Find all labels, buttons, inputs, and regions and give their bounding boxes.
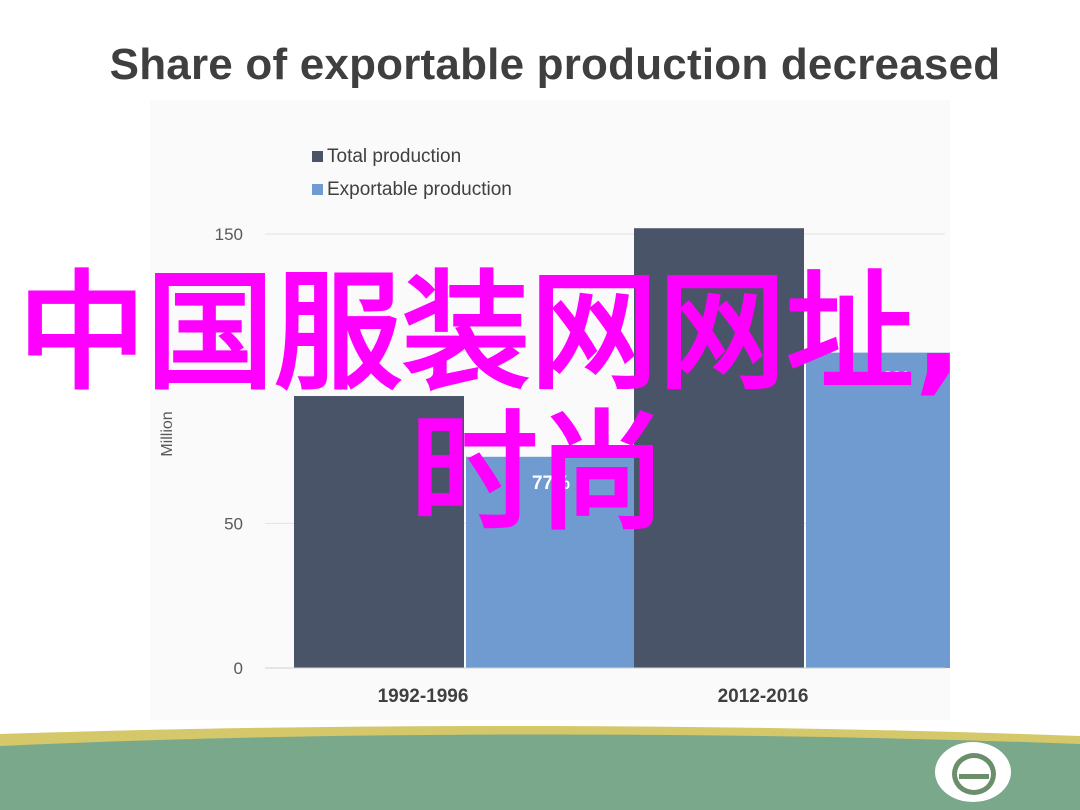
data-label: 72% <box>872 369 910 390</box>
legend-swatch <box>312 184 323 195</box>
footer-green-band <box>0 734 1080 810</box>
data-label: 77% <box>532 473 570 494</box>
logo <box>935 742 1011 802</box>
y-tick-label: 150 <box>215 225 243 244</box>
legend: Total production Exportable production <box>312 146 512 200</box>
footer-decoration <box>0 726 1080 810</box>
overlay-text-line2: 时尚 <box>410 399 667 548</box>
legend-label: Total production <box>327 146 461 167</box>
axes: 0 50 150 Million 1992-1996 2012-2016 <box>159 225 945 707</box>
slide-title: Share of exportable production decreased <box>109 40 1001 89</box>
y-tick-label: 50 <box>224 514 243 533</box>
bar-chart: 77% 72% 0 50 150 Million 1992-1996 2012-2016 T… <box>159 146 950 707</box>
bar-exportable <box>806 352 950 668</box>
chart-panel: 77% 72% 0 50 150 Million 1992-1996 2012-2016 T… <box>150 100 950 720</box>
legend-label: Exportable production <box>327 179 512 200</box>
legend-swatch <box>312 151 323 162</box>
y-axis-label: Million <box>159 411 176 456</box>
y-tick-label: 0 <box>234 659 243 678</box>
logo-ring-icon <box>952 753 996 795</box>
x-tick-label: 1992-1996 <box>378 686 469 707</box>
bars: 77% 72% <box>294 228 950 669</box>
bar-total <box>294 396 464 668</box>
overlay-text-line1: 中国服装网网址, <box>18 259 963 408</box>
bar-exportable <box>466 456 636 668</box>
x-tick-label: 2012-2016 <box>718 686 809 707</box>
logo-bar-icon <box>959 774 989 779</box>
bar-total <box>634 228 804 669</box>
